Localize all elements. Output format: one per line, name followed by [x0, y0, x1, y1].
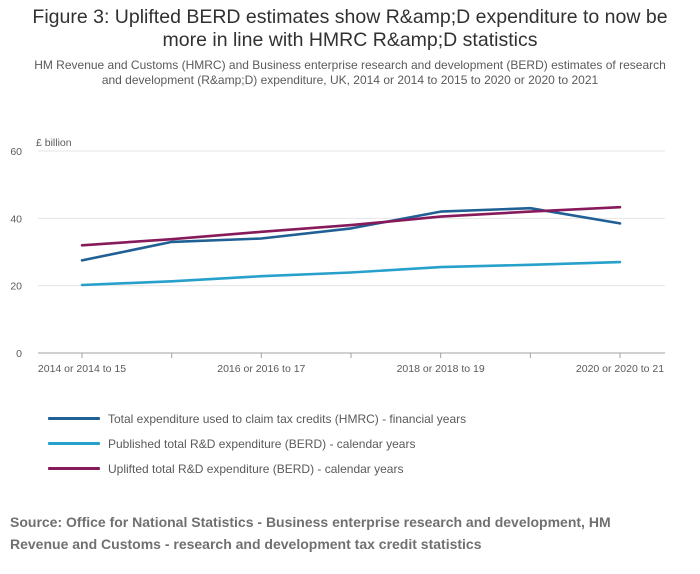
- legend-swatch-published-berd: [48, 442, 100, 445]
- x-tick-label: 2018 or 2018 to 19: [397, 363, 485, 375]
- y-tick-label: 20: [10, 281, 22, 293]
- y-tick-label: 40: [10, 213, 22, 225]
- legend-label-published-berd: Published total R&D expenditure (BERD) -…: [108, 436, 416, 451]
- chart-title: Figure 3: Uplifted BERD estimates show R…: [32, 6, 668, 51]
- series-line-0: [80, 206, 622, 262]
- x-tick-label: 2016 or 2016 to 17: [217, 363, 305, 375]
- legend-label-hmrc: Total expenditure used to claim tax cred…: [108, 411, 467, 426]
- legend-label-uplifted-berd: Uplifted total R&D expenditure (BERD) - …: [108, 461, 404, 476]
- y-tick-label: 0: [16, 348, 22, 360]
- source-note: Source: Office for National Statistics -…: [10, 514, 611, 552]
- x-tick-label: 2014 or 2014 to 15: [38, 363, 126, 375]
- legend-swatch-uplifted-berd: [48, 467, 100, 470]
- chart-subtitle: HM Revenue and Customs (HMRC) and Busine…: [34, 58, 666, 87]
- y-tick-label: 60: [10, 146, 22, 158]
- x-tick-label: 2020 or 2020 to 21: [576, 363, 664, 375]
- line-chart: 0 20 40 60 £ billion 2014 or 2014 to 15 2016 o…: [10, 137, 665, 375]
- series-line-2: [80, 205, 622, 247]
- legend-item-uplifted-berd: Uplifted total R&D expenditure (BERD) - …: [48, 456, 466, 481]
- chart-legend: Total expenditure used to claim tax cred…: [48, 406, 466, 481]
- legend-item-published-berd: Published total R&D expenditure (BERD) -…: [48, 431, 466, 456]
- y-axis-label: £ billion: [36, 137, 72, 149]
- legend-swatch-hmrc: [48, 417, 100, 420]
- legend-item-hmrc: Total expenditure used to claim tax cred…: [48, 406, 466, 431]
- series-line-1: [80, 260, 622, 287]
